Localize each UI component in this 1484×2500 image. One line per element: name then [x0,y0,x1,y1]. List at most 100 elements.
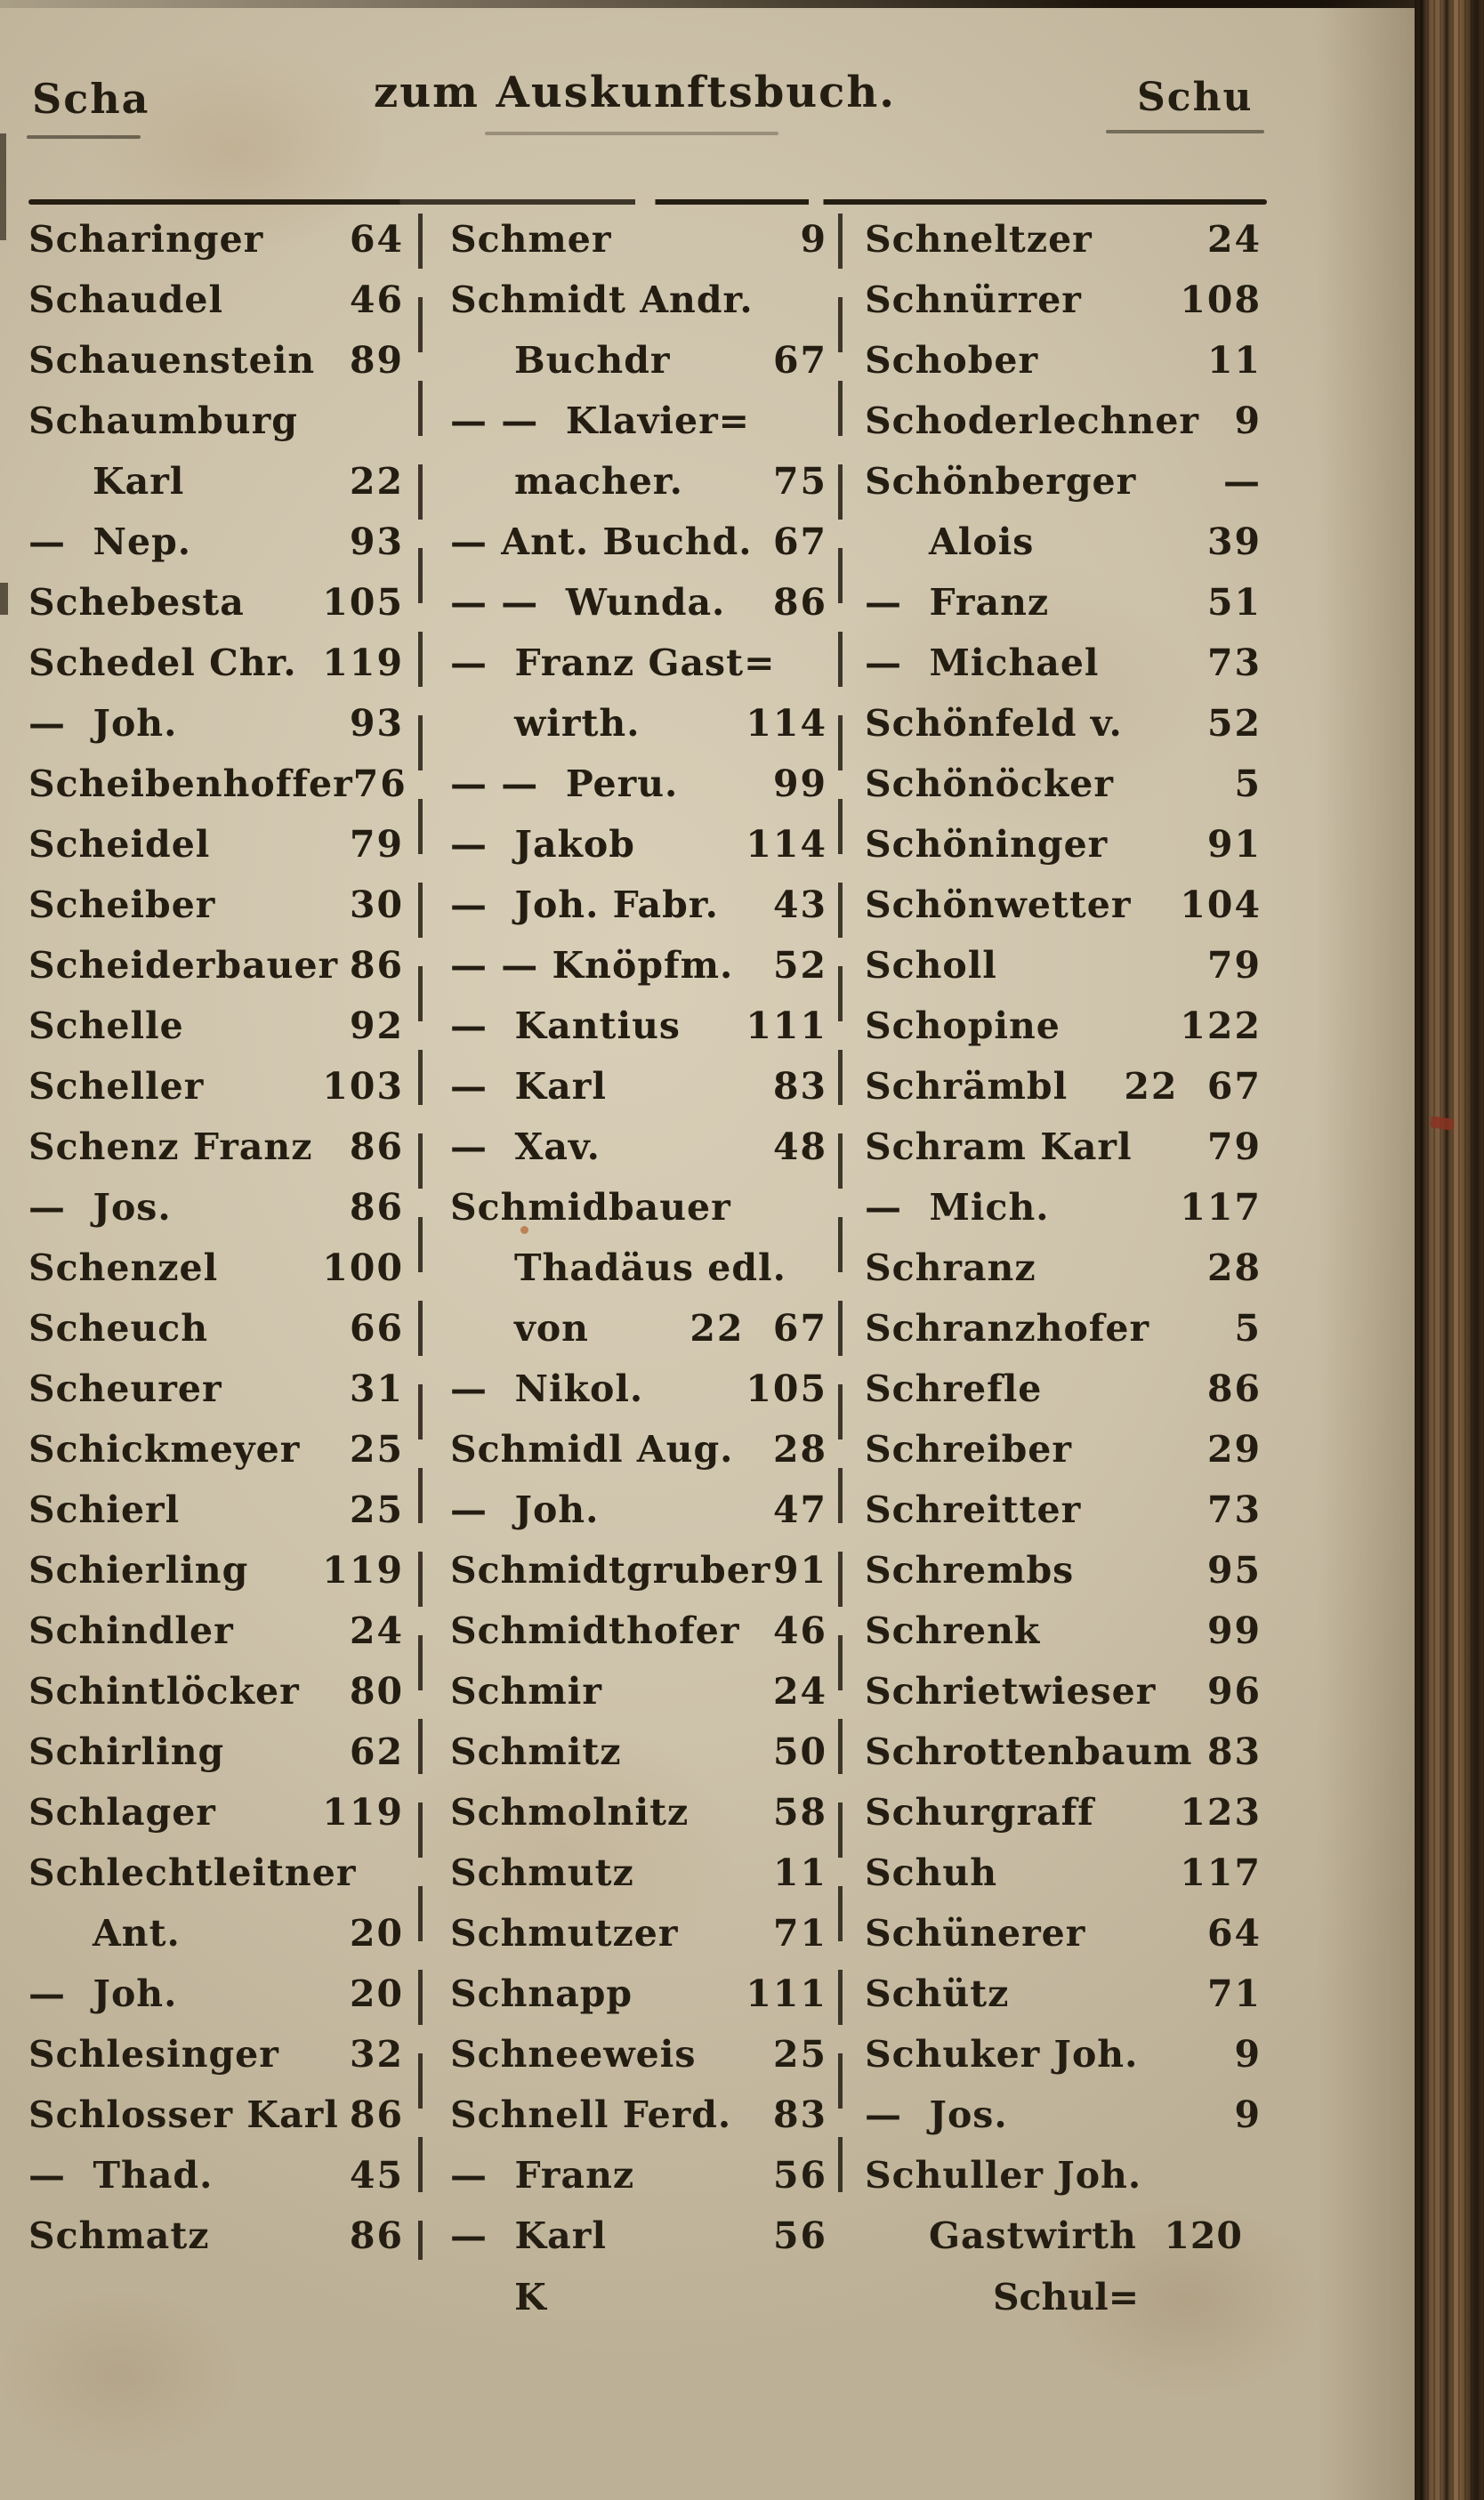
entry-name: Schnell Ferd. [450,2093,732,2136]
header-underline [485,132,778,135]
entry-page-number: 46 [772,1609,827,1652]
entry-page-number: 11 [772,1851,827,1894]
entry-name: Schierl [28,1488,181,1531]
entry-page-number: 64 [349,218,404,261]
index-entry: Schneltzer 24 [865,212,1267,272]
entry-page-number: 62 [349,1730,404,1773]
index-entry: Schoderlechner 9 [865,393,1267,454]
entry-name: Schmir [450,1670,602,1713]
index-entry: Schlechtleitner [28,1845,409,1906]
entry-name: wirth. [514,702,641,745]
index-entry: Schirling 62 [28,1724,409,1785]
entry-page-number: 20 [349,1912,404,1955]
entry-name: Ant. [93,1912,181,1955]
entry-page-number: 48 [772,1125,827,1168]
index-entry: Schnürrer 108 [865,272,1267,333]
entry-name: Schebesta [28,581,245,624]
entry-page-number: 43 [772,883,827,926]
entry-name: Schram Karl [865,1125,1133,1168]
header-underline [27,135,141,139]
catchword: Schul= [992,2276,1140,2319]
entry-name: Schlesinger [28,2033,279,2076]
entry-name: — — Peru. [450,762,679,805]
index-entry: — — Peru. 99 [450,756,833,817]
entry-name: Schmidtgruber [450,1549,771,1592]
entry-name: Schoderlechner [865,399,1200,442]
entry-name: Schmidthofer [450,1609,740,1652]
index-entry: — Thad. 45 [28,2148,409,2208]
index-entry: Scholl 79 [865,938,1267,998]
index-entry: Schnapp 111 [450,1966,833,2027]
index-entry: — Mich. 117 [865,1180,1267,1240]
entry-page-number: 30 [349,883,404,926]
entry-name: Schrietwieser [865,1670,1157,1713]
entry-page-number: 79 [349,823,404,866]
entry-name: — Jakob [450,823,635,866]
entry-page-number: 105 [322,581,404,624]
entry-page-number: 93 [349,520,404,563]
index-entry: Schmidl Aug. 28 [450,1422,833,1482]
entry-name: Schuh [865,1851,998,1894]
entry-page-number: 39 [1206,520,1262,563]
entry-name: Schranzhofer [865,1307,1150,1350]
column-divider [418,214,423,2260]
running-head-right: Schu [1137,75,1254,120]
entry-page-number: 51 [1206,581,1262,624]
index-entry: Schmidbauer [450,1180,833,1240]
index-entry: Schmutz 11 [450,1845,833,1906]
entry-page-number: 9 [1234,2093,1262,2136]
entry-name: Schütz [865,1972,1010,2015]
entry-page-number: 20 [349,1972,404,2015]
entry-name: Scholl [865,944,997,987]
entry-page-number: 117 [1180,1851,1262,1894]
index-entry: Schmidt Andr. [450,272,833,333]
entry-page-number: 86 [1206,1367,1262,1410]
entry-name: Scheidel [28,823,211,866]
entry-page-number: 67 [772,339,827,382]
index-entry: — Jakob 114 [450,817,833,877]
index-entry: — Karl 56 [450,2208,833,2269]
entry-page-number: 71 [772,1912,827,1955]
index-entry: Schierling 119 [28,1543,409,1603]
entry-name: Schaudel [28,278,224,321]
entry-name: — Kantius [450,1004,681,1047]
index-entry: — Franz 51 [865,575,1267,635]
index-entry: Scheller 103 [28,1059,409,1119]
entry-name: Schrenk [865,1609,1041,1652]
entry-name: Schirling [28,1730,225,1773]
entry-page-number: 86 [349,1186,404,1229]
entry-page-number: 86 [349,2214,404,2257]
index-entry: — Franz Gast= [450,635,833,696]
entry-page-number: 83 [1206,1730,1262,1773]
entry-name: Schaumburg [28,399,298,442]
index-entry: Schmitz 50 [450,1724,833,1785]
index-entry: Schrenk 99 [865,1603,1267,1664]
entry-name: — Mich. [865,1186,1050,1229]
index-entry: Schreiber 29 [865,1422,1267,1482]
index-entry: — Franz 56 [450,2148,833,2208]
entry-page-number: 66 [349,1307,404,1350]
entry-page-number: 122 [1180,1004,1262,1047]
entry-page-number: 86 [349,1125,404,1168]
entry-page-number: 25 [349,1488,404,1531]
index-entry: Schober 11 [865,333,1267,393]
index-entry: Schmer 9 [450,212,833,272]
entry-page-number: 119 [322,641,404,684]
entry-name: Schmutz [450,1851,634,1894]
entry-name: — — Knöpfm. [450,944,734,987]
index-entry: Schmir 24 [450,1664,833,1724]
entry-page-number: 79 [1206,944,1262,987]
entry-name: — Karl [450,1065,607,1108]
entry-name: — Jos. [865,2093,1008,2136]
entry-page-number: 99 [1206,1609,1262,1652]
index-entry: — Jos. 86 [28,1180,409,1240]
entry-name: Schmutzer [450,1912,679,1955]
entry-page-number: 5 [1234,1307,1262,1350]
entry-name: — Michael [865,641,1100,684]
index-entry: — Joh. 20 [28,1966,409,2027]
index-entry: Schmatz 86 [28,2208,409,2269]
entry-page-number: 22 67 [690,1307,827,1350]
index-entry: — Joh. Fabr. 43 [450,877,833,938]
entry-name: — Jos. [28,1186,172,1229]
